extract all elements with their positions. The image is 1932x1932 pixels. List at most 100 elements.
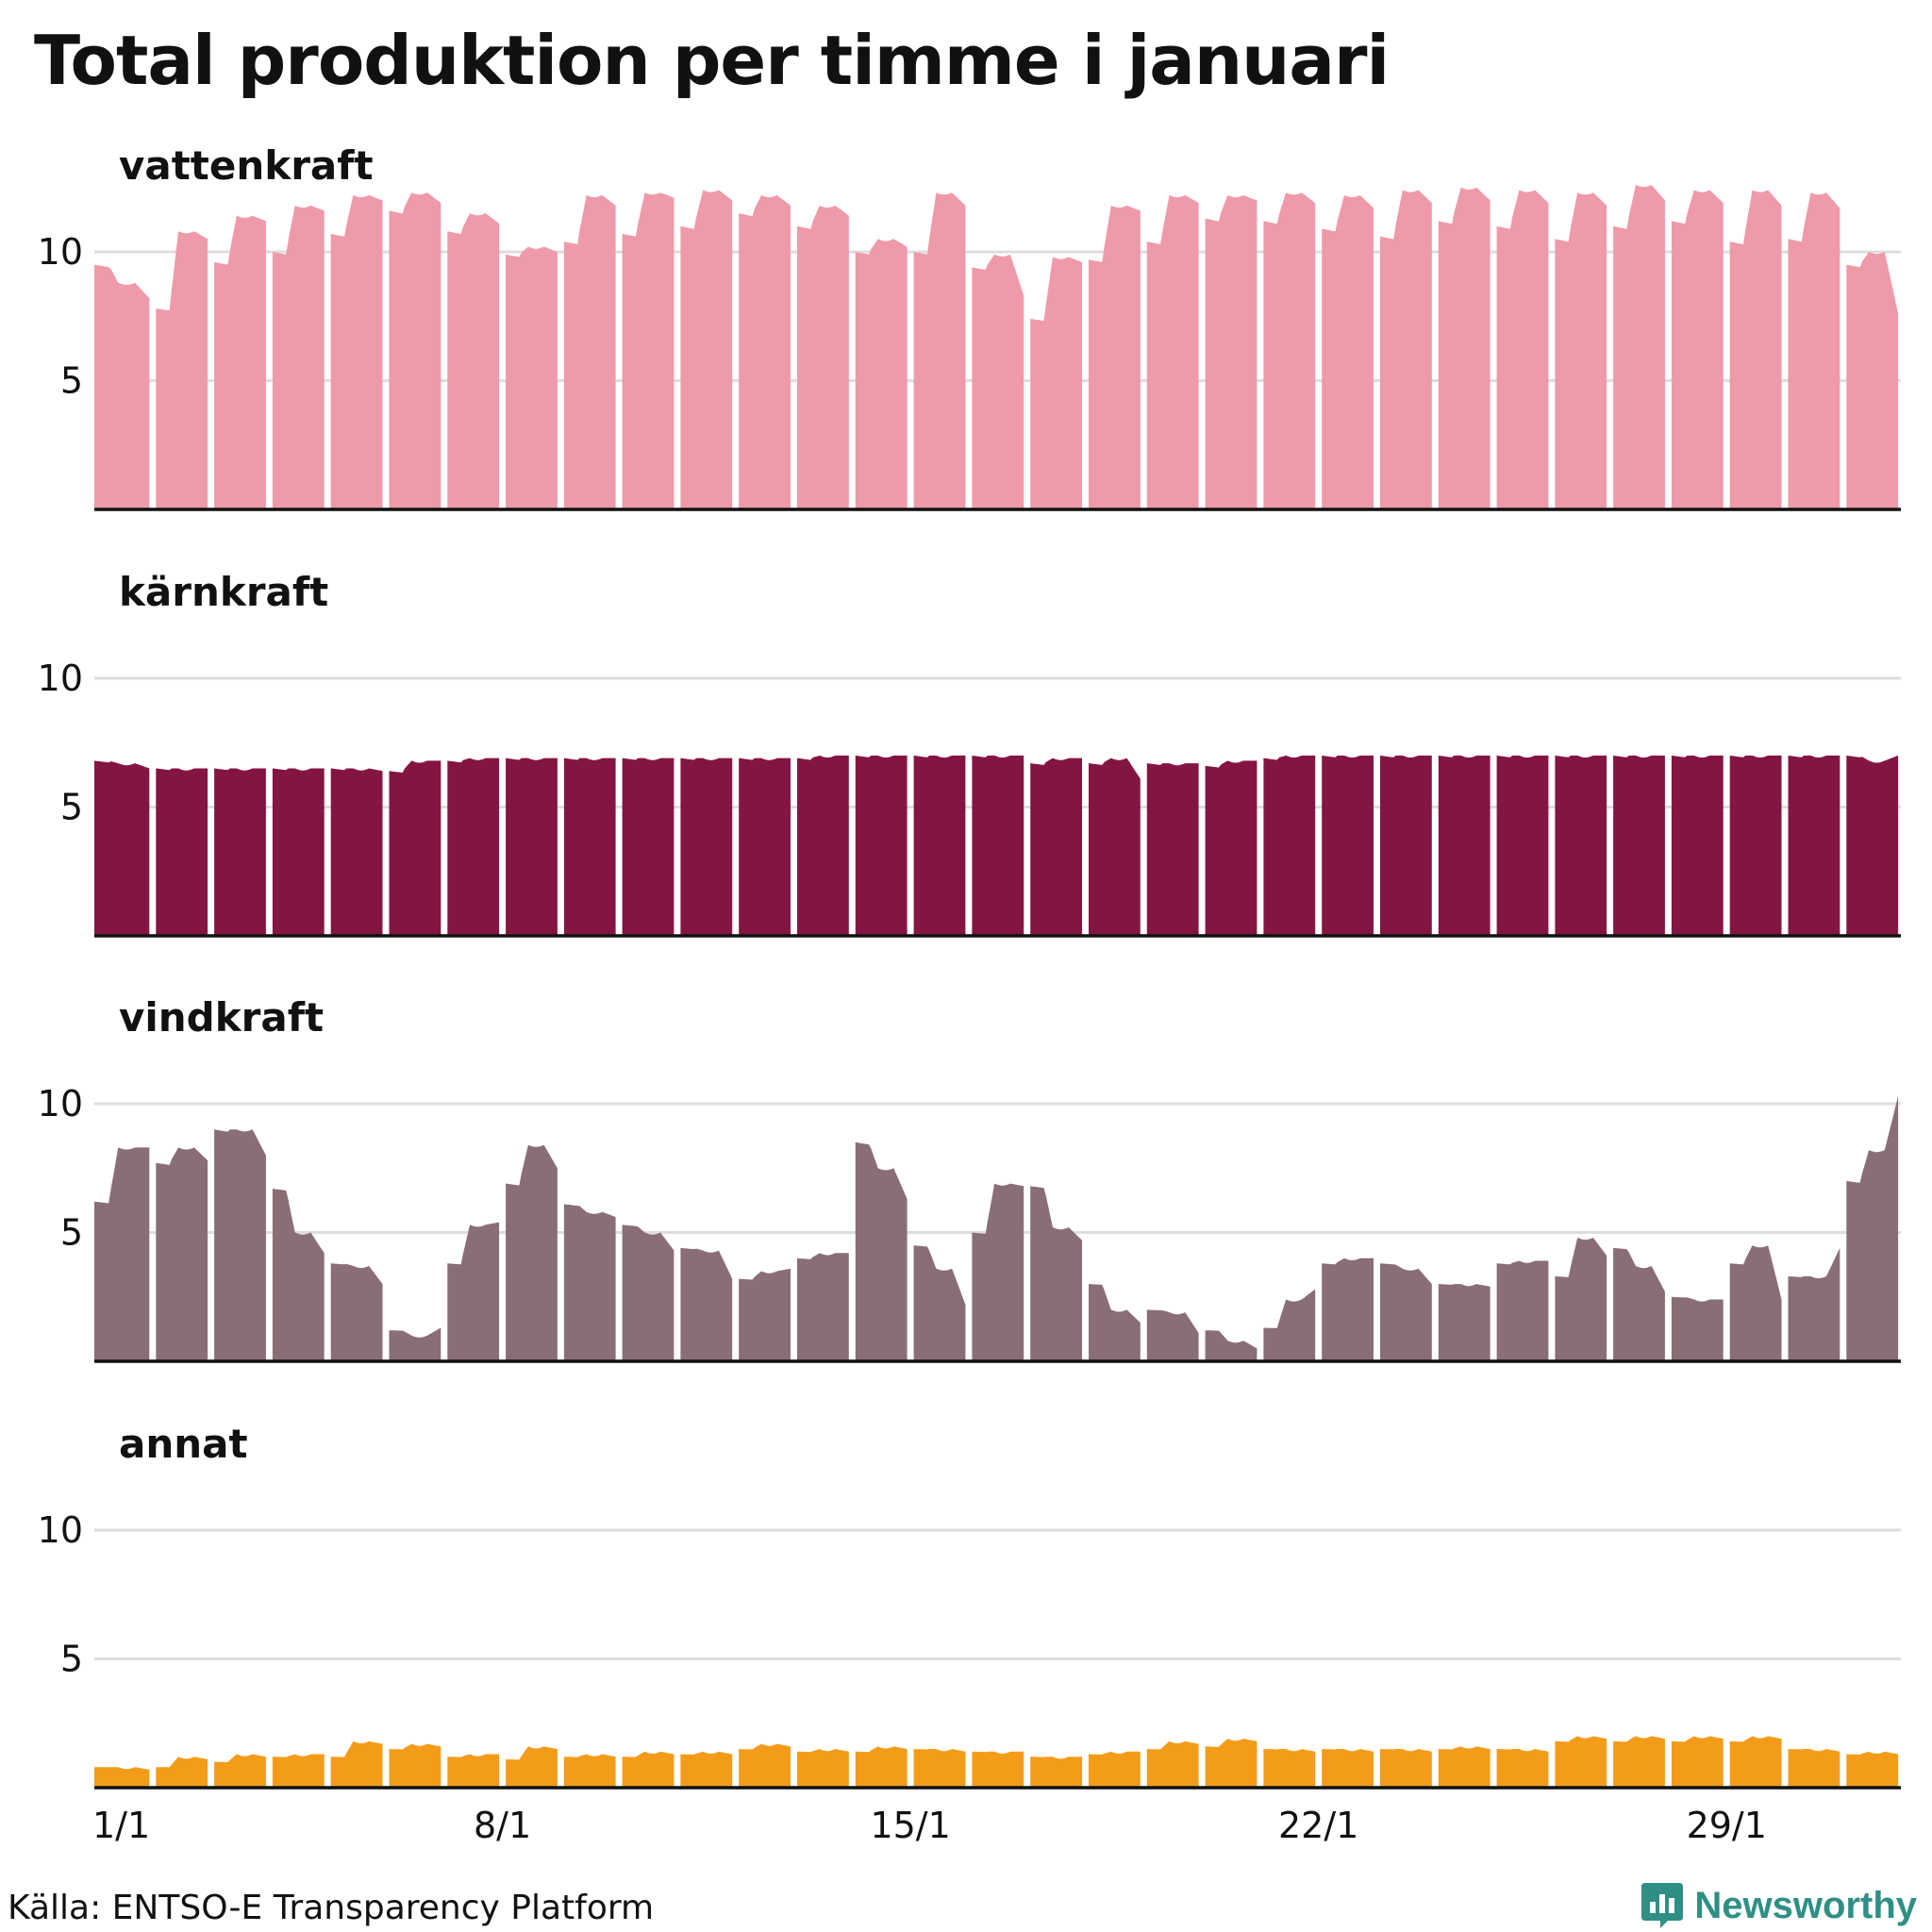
brand-logo[interactable]: Newsworthy: [1640, 1881, 1917, 1930]
day-area-kärnkraft: [1496, 755, 1549, 936]
day-area-vattenkraft: [1438, 187, 1491, 510]
day-area-vattenkraft: [797, 205, 849, 509]
day-area-kärnkraft: [563, 758, 616, 936]
day-area-annat: [447, 1754, 500, 1788]
day-area-vindkraft: [1496, 1260, 1549, 1361]
day-area-vindkraft: [1205, 1330, 1257, 1361]
day-area-kärnkraft: [1030, 758, 1082, 936]
day-area-vattenkraft: [1788, 192, 1840, 509]
newsworthy-logo-icon: [1641, 1883, 1684, 1928]
day-area-kärnkraft: [1846, 755, 1899, 936]
day-area-vindkraft: [272, 1189, 325, 1361]
y-tick-label: 10: [38, 658, 83, 699]
source-credit: Källa: ENTSO-E Transparency Platform: [8, 1889, 655, 1927]
x-tick-label: 1/1: [92, 1805, 150, 1846]
panel-title: annat: [119, 1421, 248, 1467]
day-area-vattenkraft: [1030, 257, 1082, 509]
day-area-annat: [1146, 1740, 1199, 1788]
day-area-annat: [972, 1751, 1024, 1788]
day-area-kärnkraft: [1438, 755, 1491, 936]
day-area-annat: [94, 1767, 150, 1788]
day-area-kärnkraft: [330, 768, 383, 936]
y-tick-label: 5: [60, 787, 83, 828]
day-area-vindkraft: [739, 1268, 791, 1361]
day-area-vindkraft: [1089, 1284, 1141, 1361]
day-area-kärnkraft: [855, 755, 908, 936]
day-area-kärnkraft: [94, 760, 150, 936]
x-tick-label: 22/1: [1278, 1805, 1358, 1846]
day-area-vattenkraft: [739, 194, 791, 509]
day-area-vattenkraft: [913, 192, 966, 509]
day-area-vattenkraft: [1671, 190, 1724, 509]
day-area-vattenkraft: [1613, 185, 1665, 509]
day-area-annat: [156, 1757, 208, 1788]
day-area-vattenkraft: [1496, 190, 1549, 509]
day-area-kärnkraft: [1729, 755, 1782, 936]
panel-title: vattenkraft: [119, 142, 374, 189]
day-area-vattenkraft: [855, 239, 908, 510]
day-area-annat: [739, 1743, 791, 1788]
day-area-kärnkraft: [156, 768, 208, 936]
day-area-annat: [1613, 1736, 1665, 1788]
day-area-kärnkraft: [1788, 755, 1840, 936]
day-area-vattenkraft: [506, 246, 558, 509]
day-area-vindkraft: [1671, 1296, 1724, 1361]
day-area-kärnkraft: [1263, 755, 1316, 936]
day-area-vindkraft: [680, 1247, 733, 1361]
day-area-kärnkraft: [972, 755, 1024, 936]
day-area-vattenkraft: [1322, 194, 1374, 509]
day-area-vattenkraft: [447, 213, 500, 509]
y-tick-label: 5: [60, 1639, 83, 1680]
day-area-kärnkraft: [622, 758, 675, 936]
day-area-annat: [1788, 1749, 1840, 1788]
y-tick-label: 10: [38, 1083, 83, 1124]
day-area-annat: [1846, 1751, 1899, 1788]
day-area-vattenkraft: [156, 231, 208, 509]
day-area-vattenkraft: [389, 192, 441, 509]
day-area-vindkraft: [94, 1147, 150, 1361]
day-area-vattenkraft: [1846, 252, 1899, 509]
day-area-annat: [330, 1740, 383, 1788]
panel-title: kärnkraft: [119, 569, 328, 615]
day-area-vattenkraft: [272, 205, 325, 509]
day-area-vindkraft: [1555, 1238, 1607, 1361]
day-area-vindkraft: [797, 1253, 849, 1361]
day-area-kärnkraft: [1089, 758, 1141, 936]
day-area-kärnkraft: [1613, 755, 1665, 936]
day-area-annat: [506, 1746, 558, 1788]
day-area-vindkraft: [330, 1263, 383, 1361]
day-area-annat: [214, 1754, 266, 1788]
day-area-vattenkraft: [94, 264, 150, 509]
day-area-vindkraft: [855, 1142, 908, 1361]
day-area-vindkraft: [214, 1129, 266, 1361]
day-area-vattenkraft: [330, 194, 383, 509]
day-area-vattenkraft: [1205, 194, 1257, 509]
day-area-annat: [797, 1749, 849, 1788]
day-area-vattenkraft: [1089, 205, 1141, 509]
day-area-annat: [855, 1746, 908, 1788]
day-area-annat: [389, 1743, 441, 1788]
day-area-annat: [1729, 1736, 1782, 1788]
day-area-vindkraft: [156, 1147, 208, 1361]
day-area-kärnkraft: [389, 760, 441, 936]
day-area-annat: [1671, 1736, 1724, 1788]
day-area-annat: [1555, 1736, 1607, 1788]
day-area-annat: [563, 1754, 616, 1788]
panel-kärnkraft: kärnkraft 5 10: [38, 569, 1901, 938]
day-area-vattenkraft: [1263, 192, 1316, 509]
day-area-kärnkraft: [272, 768, 325, 936]
panel-annat: annat 5 10: [38, 1421, 1901, 1790]
y-tick-label: 10: [38, 231, 83, 273]
day-area-kärnkraft: [1671, 755, 1724, 936]
day-area-kärnkraft: [1555, 755, 1607, 936]
y-tick-label: 10: [38, 1509, 83, 1551]
day-area-vindkraft: [506, 1144, 558, 1361]
day-area-kärnkraft: [797, 755, 849, 936]
day-area-kärnkraft: [680, 758, 733, 936]
y-tick-label: 5: [60, 360, 83, 402]
day-area-vindkraft: [447, 1222, 500, 1361]
day-area-vindkraft: [1788, 1247, 1840, 1361]
day-area-vattenkraft: [1380, 190, 1432, 509]
x-tick-label: 8/1: [474, 1805, 531, 1846]
